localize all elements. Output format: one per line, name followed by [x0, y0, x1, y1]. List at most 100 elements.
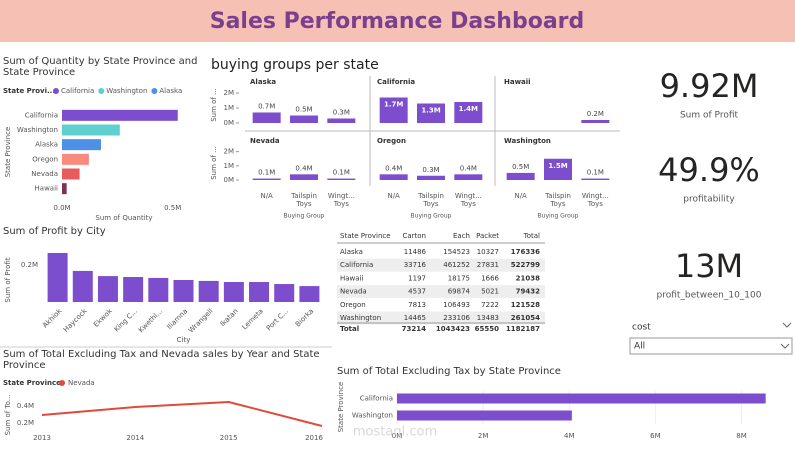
- bar: [47, 252, 68, 302]
- data-label: 1.5M: [548, 162, 567, 170]
- bar: [223, 282, 244, 302]
- x-tick-label: N/A: [387, 192, 400, 200]
- x-tick-label: N/A: [260, 192, 273, 200]
- data-label: 0.1M: [258, 169, 275, 177]
- table-cell: Alaska: [340, 248, 363, 256]
- table-cell: 14465: [404, 314, 426, 322]
- card-panel: [624, 56, 795, 356]
- row-band: [337, 311, 545, 325]
- chart-title: Sum of Total Excluding Tax by State Prov…: [337, 366, 561, 377]
- bar: [123, 277, 144, 302]
- y-axis-label: State Province: [337, 382, 345, 433]
- bar: [62, 124, 120, 136]
- x-axis-label: City: [177, 336, 191, 344]
- y-axis-label: Sum of To...: [4, 395, 12, 436]
- x-tick-label: Ikatan: [219, 307, 240, 328]
- bar: [397, 393, 766, 404]
- slicer-box[interactable]: [629, 337, 793, 355]
- y-axis-label: Sum of Profit: [4, 257, 12, 302]
- chart-title: buying groups per state: [211, 57, 379, 73]
- data-label: 0.7M: [258, 103, 275, 111]
- y-tick-label: 0.4M: [17, 402, 34, 410]
- bar: [252, 178, 281, 180]
- table-cell: 73214: [402, 325, 426, 333]
- y-axis-label: Sum of ...: [210, 146, 218, 180]
- x-tick-label: 2014: [126, 434, 144, 442]
- y-tick-label: Washington: [352, 412, 393, 420]
- x-tick-label: 6M: [650, 432, 661, 440]
- legend-title: State Provi...: [3, 87, 55, 95]
- table-cell: 106493: [443, 301, 470, 309]
- y-tick-label: 0M: [224, 176, 235, 184]
- y-tick-label: Nevada: [31, 170, 58, 178]
- table-cell: Washington: [340, 314, 381, 322]
- x-tick-label: 2015: [220, 434, 238, 442]
- x-axis-label: Buying Group: [284, 213, 325, 220]
- table-cell: 79432: [516, 288, 540, 296]
- legend-label: Alaska: [159, 87, 182, 95]
- table-cell: State Province: [340, 232, 391, 240]
- slicer-title: cost: [632, 323, 651, 333]
- bar: [62, 183, 67, 195]
- bar: [417, 103, 445, 123]
- kpi-label: Sum of Profit: [680, 111, 739, 121]
- bar: [72, 270, 93, 302]
- y-tick-label: Oregon: [32, 155, 58, 163]
- panel-title: Hawaii: [504, 78, 531, 86]
- data-label: 1.3M: [421, 107, 440, 115]
- legend-label: Washington: [106, 87, 147, 95]
- x-axis-label: Sum of Quantity: [95, 214, 152, 222]
- y-axis-label: Sum of ...: [210, 88, 218, 122]
- table-cell: California: [340, 261, 373, 269]
- y-tick-label: Alaska: [35, 141, 58, 149]
- table-cell: 13483: [477, 314, 499, 322]
- x-tick-label: King C...: [113, 307, 139, 333]
- table-cell: Total: [523, 232, 540, 240]
- data-label: 0.3M: [422, 166, 439, 174]
- table-cell: 69874: [448, 288, 471, 296]
- data-label: 0.1M: [333, 169, 350, 177]
- table-cell: 121528: [511, 301, 540, 309]
- bar: [252, 112, 281, 123]
- x-tick-label: 0.0M: [53, 204, 70, 212]
- table-cell: 522799: [511, 261, 540, 269]
- data-label: 1.4M: [459, 105, 478, 113]
- table-cell: 33716: [404, 261, 427, 269]
- legend-title: State Province: [3, 379, 61, 387]
- legend-marker: [151, 88, 158, 94]
- x-tick-label: Wingt... Toys: [327, 192, 355, 208]
- dashboard-title: Sales Performance Dashboard: [210, 9, 585, 34]
- x-tick-label: Wingt... Toys: [454, 192, 482, 208]
- data-label: 1.7M: [384, 101, 403, 109]
- table-cell: 7222: [481, 301, 499, 309]
- bar: [274, 284, 295, 302]
- bar: [379, 97, 408, 123]
- data-label: 0.1M: [587, 169, 604, 177]
- y-axis-label: State Province: [4, 127, 12, 178]
- chart-title: Sum of Total Excluding Tax and Nevada sa…: [3, 349, 320, 371]
- table-cell: 7813: [408, 301, 426, 309]
- kpi-label: profitability: [683, 195, 735, 205]
- table-cell: 65550: [475, 325, 499, 333]
- panel-title: Nevada: [250, 137, 280, 145]
- table-cell: Carton: [402, 232, 426, 240]
- table-cell: 1666: [481, 274, 499, 282]
- table-cell: 10327: [477, 248, 499, 256]
- x-tick-label: Haycock: [62, 307, 89, 334]
- bar: [62, 153, 89, 165]
- bar: [290, 115, 318, 123]
- table-cell: 261054: [511, 314, 540, 322]
- x-tick-label: Biorka: [294, 307, 315, 328]
- table-cell: Packet: [476, 232, 499, 240]
- data-label: 0.5M: [512, 163, 529, 171]
- bar: [148, 277, 169, 302]
- bar: [327, 118, 356, 123]
- legend-marker: [53, 88, 59, 94]
- table-cell: Hawaii: [340, 274, 364, 282]
- table-cell: Total: [340, 325, 359, 333]
- data-label: 0.3M: [333, 109, 350, 117]
- kpi-value: 9.92M: [660, 67, 759, 105]
- kpi-value: 49.9%: [658, 151, 760, 189]
- bar: [581, 178, 610, 180]
